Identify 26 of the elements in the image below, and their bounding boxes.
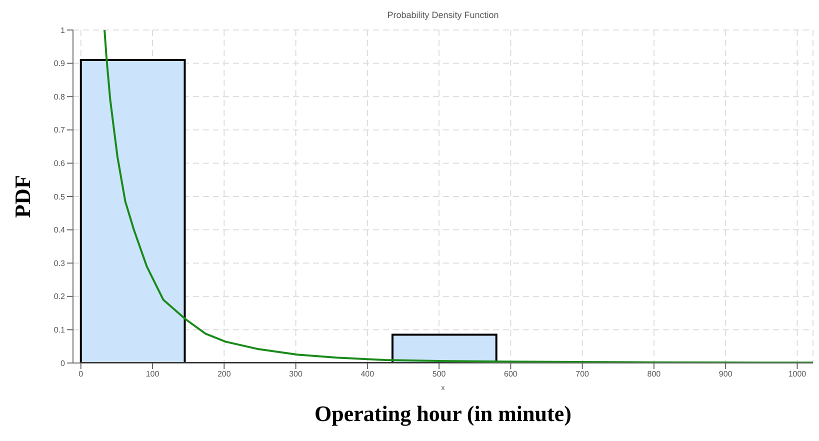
y-tick-label: 0.4 [54, 226, 66, 235]
y-tick-label: 0.5 [54, 192, 66, 202]
x-tick-label: 900 [718, 370, 733, 379]
y-tick-label: 0.6 [54, 159, 66, 168]
y-tick-label: 0.2 [54, 292, 66, 302]
y-tick-label: 0.8 [54, 92, 66, 102]
x-tick-label: 800 [647, 370, 662, 379]
x-tick-label: 300 [289, 370, 304, 379]
x-tick-label: 1000 [788, 370, 807, 379]
y-tick-label: 0 [60, 358, 66, 368]
x-tick-label: 700 [576, 370, 590, 379]
line-series [104, 30, 813, 363]
x-tick-label: 500 [432, 370, 446, 379]
y-tick-label: 0.7 [54, 126, 66, 135]
chart-title: Probability Density Function [386, 10, 500, 20]
y-tick-label: 0.3 [54, 258, 66, 268]
y-tick-label: 0.9 [54, 59, 66, 68]
x-tick-label: 600 [504, 370, 518, 379]
y-tick-label: 0.1 [54, 326, 66, 335]
x-tick-label: 400 [360, 370, 375, 379]
y-axis-title: PDF [10, 175, 35, 218]
x-tick-label: 100 [146, 370, 160, 379]
x-tick-label: 200 [217, 370, 232, 379]
y-tick-label: 1 [60, 26, 66, 35]
x-axis-title: Operating hour (in minute) [314, 401, 572, 426]
x-tick-label: 0 [78, 370, 84, 379]
